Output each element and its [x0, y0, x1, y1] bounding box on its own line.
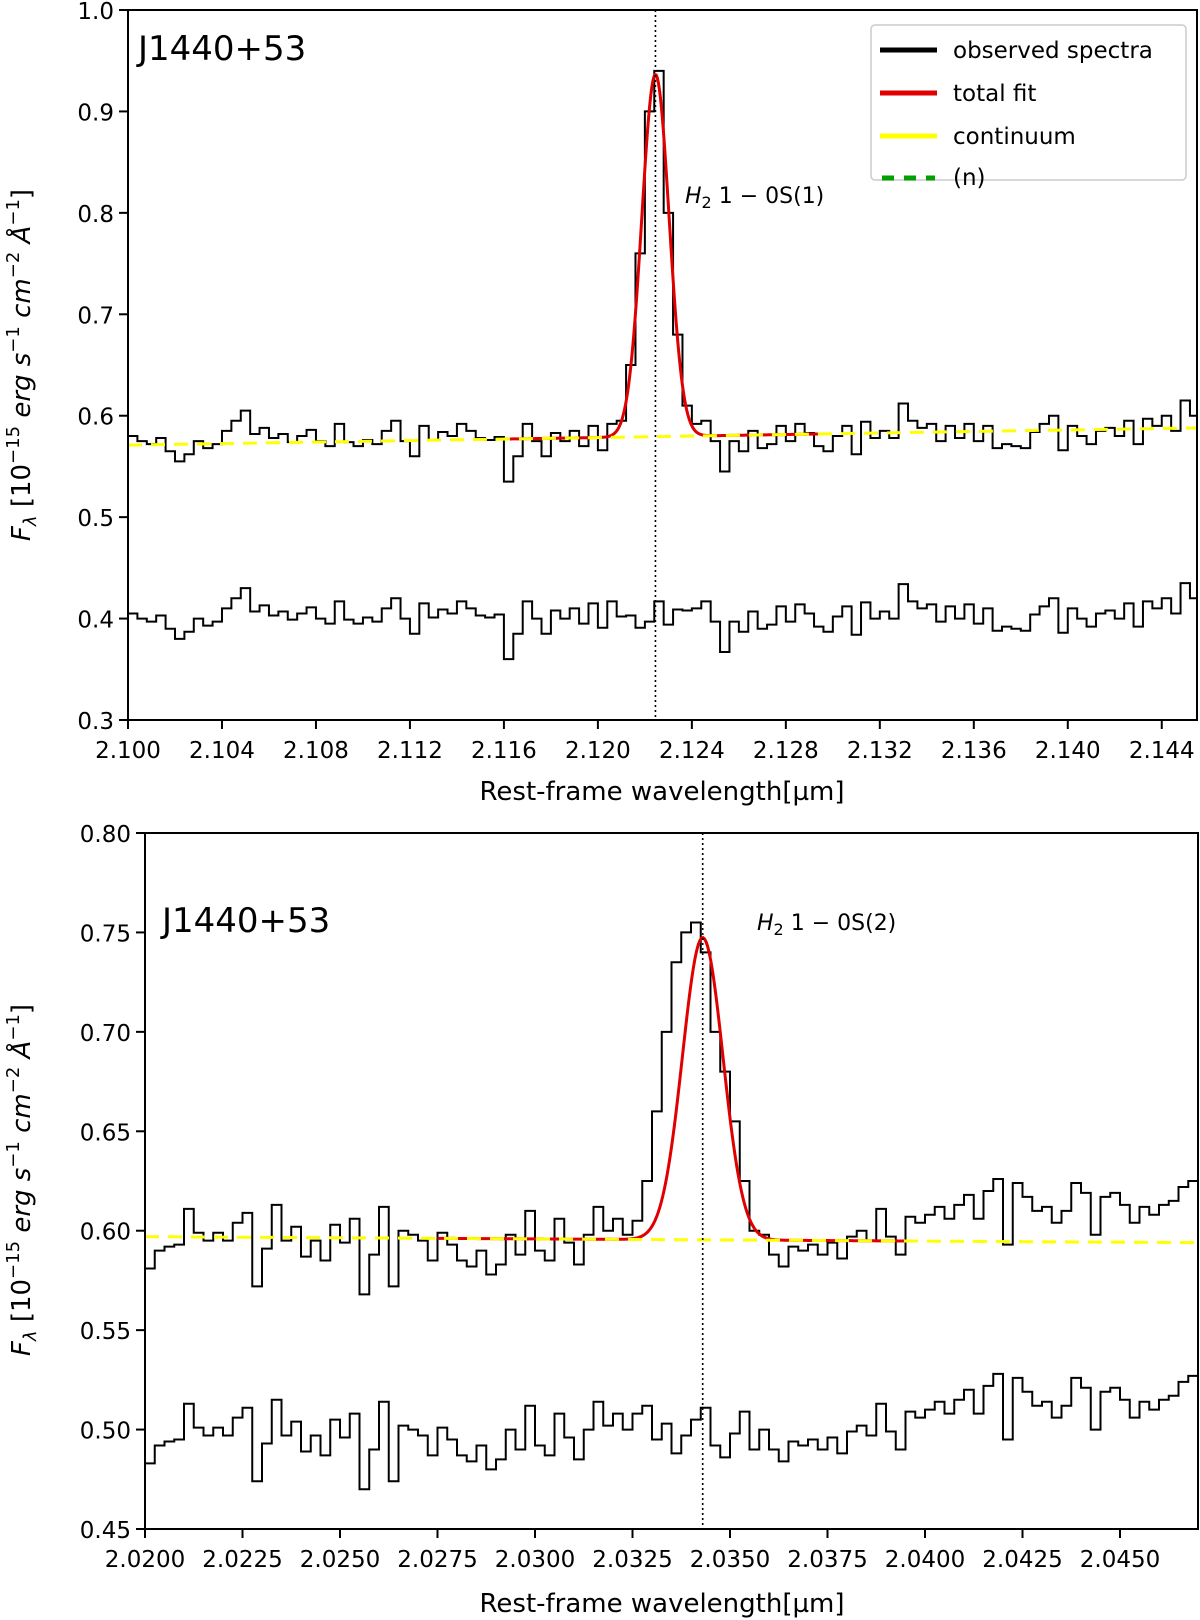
- y-tick-label: 0.3: [77, 709, 114, 735]
- y-axis-label-part: λ: [20, 1330, 41, 1342]
- annotation-species: H: [685, 184, 702, 209]
- x-tick-label: 2.144: [1129, 738, 1195, 764]
- x-tick-label: 2.0375: [787, 1547, 867, 1573]
- residual-spectrum: [145, 1372, 1198, 1491]
- y-axis-label-part: −15: [3, 426, 24, 464]
- annotation-species: H: [757, 911, 774, 936]
- y-tick-label: 0.7: [77, 303, 114, 329]
- y-tick-label: 0.70: [80, 1021, 131, 1047]
- legend-label-continuum: continuum: [953, 124, 1076, 150]
- y-axis-label-part: −1: [3, 199, 24, 226]
- plot-marks-bottom: 2.0200 2.0225 2.0250 2.0275 2.0300 2.0325 2.03…: [80, 822, 1199, 1573]
- axes-frame: [144, 832, 1199, 1530]
- y-tick-label: 0.45: [80, 1518, 131, 1544]
- x-tick-label: 2.0425: [982, 1547, 1062, 1573]
- y-axis-label-part: −1: [3, 1014, 24, 1041]
- y-axis-label-part: erg s: [7, 1168, 37, 1241]
- legend-label-observed: observed spectra: [953, 38, 1153, 64]
- line-annotation: H2 1 − 0S(2): [757, 911, 896, 939]
- y-axis-label-part: erg s: [7, 353, 37, 426]
- annotation-transition: 1 − 0S(1): [712, 184, 825, 209]
- y-tick-label: 0.6: [77, 405, 114, 431]
- y-tick-label: 0.65: [80, 1120, 131, 1146]
- y-tick-label: 0.75: [80, 921, 131, 947]
- x-tick-label: 2.0300: [495, 1547, 575, 1573]
- x-tick-label: 2.124: [659, 738, 725, 764]
- y-axis-label: Fλ [10−15 erg s−1 cm−2 Å−1]: [3, 189, 41, 541]
- legend-label-n: (n): [953, 165, 986, 191]
- y-axis-label-part: F: [7, 1340, 37, 1356]
- y-tick-label: 0.5: [77, 506, 114, 532]
- y-tick-label: 1.0: [77, 0, 114, 25]
- annotation-subscript: 2: [774, 920, 784, 939]
- x-tick-label: 2.0400: [885, 1547, 965, 1573]
- x-tick-label: 2.0200: [105, 1547, 185, 1573]
- legend-box: [870, 24, 1187, 181]
- y-axis-label-part: F: [7, 525, 37, 541]
- y-axis-label-part: ]: [7, 189, 37, 199]
- x-tick-label: 2.128: [753, 738, 819, 764]
- y-axis-label-part: −2: [3, 252, 24, 279]
- legend: observed spectra total fit continuum (n): [870, 24, 1187, 191]
- y-axis-label-part: cm: [7, 1093, 37, 1141]
- x-tick-label: 2.0350: [690, 1547, 770, 1573]
- y-tick-label: 0.55: [80, 1319, 131, 1345]
- y-axis-label-part: −15: [3, 1241, 24, 1279]
- y-axis-label-part: cm: [7, 278, 37, 326]
- x-tick-label: 2.140: [1035, 738, 1101, 764]
- x-tick-label: 2.136: [941, 738, 1007, 764]
- panel-title: J1440+53: [136, 29, 306, 69]
- y-axis-label-part: [10: [7, 464, 37, 516]
- x-tick-label: 2.120: [565, 738, 631, 764]
- y-axis-label: Fλ [10−15 erg s−1 cm−2 Å−1]: [3, 1004, 41, 1356]
- y-tick-label: 0.50: [80, 1419, 131, 1445]
- x-tick-label: 2.0250: [300, 1547, 380, 1573]
- y-axis-label-part: −1: [3, 1141, 24, 1168]
- y-axis-label-part: ]: [7, 1004, 37, 1014]
- x-tick-label: 2.108: [283, 738, 349, 764]
- y-tick-label: 0.4: [77, 608, 114, 634]
- y-axis-label-part: [10: [7, 1279, 37, 1331]
- plot-marks-top: 2.100 2.104 2.108 2.112 2.116 2.120 2.124 2.128…: [77, 0, 1198, 764]
- residual-spectrum: [128, 582, 1197, 661]
- annotation-transition: 1 − 0S(2): [784, 911, 897, 936]
- annotation-subscript: 2: [702, 193, 712, 212]
- x-tick-label: 2.116: [471, 738, 537, 764]
- continuum-line: [128, 426, 1197, 447]
- panel-title: J1440+53: [160, 901, 330, 941]
- y-axis-label-part: −1: [3, 326, 24, 353]
- x-axis-label: Rest-frame wavelength[µm]: [480, 777, 845, 807]
- observed-spectrum: [145, 921, 1198, 1296]
- panel-top: J1440+53 Rest-frame wavelength[µm] Fλ [1…: [3, 29, 845, 807]
- x-tick-label: 2.104: [189, 738, 255, 764]
- x-tick-label: 2.0225: [202, 1547, 282, 1573]
- panel-bottom: J1440+53 Rest-frame wavelength[µm] Fλ [1…: [3, 901, 845, 1619]
- x-tick-label: 2.0275: [397, 1547, 477, 1573]
- y-tick-label: 0.8: [77, 202, 114, 228]
- y-tick-label: 0.80: [80, 822, 131, 848]
- line-annotation: H2 1 − 0S(1): [685, 184, 824, 212]
- y-axis-label-part: Å: [5, 1041, 37, 1067]
- plot-area: [128, 10, 1197, 720]
- legend-label-total-fit: total fit: [953, 81, 1036, 107]
- y-axis-label-part: Å: [5, 226, 37, 252]
- total-fit-curve: [503, 72, 822, 441]
- x-tick-label: 2.0450: [1080, 1547, 1160, 1573]
- axes-frame: [127, 9, 1198, 721]
- y-tick-label: 0.9: [77, 100, 114, 126]
- x-tick-label: 2.112: [377, 738, 443, 764]
- plot-area: [145, 833, 1198, 1529]
- y-axis-label-part: −2: [3, 1067, 24, 1094]
- continuum-line: [145, 1235, 1198, 1245]
- x-tick-label: 2.0325: [592, 1547, 672, 1573]
- y-tick-label: 0.60: [80, 1220, 131, 1246]
- x-tick-label: 2.100: [95, 738, 161, 764]
- total-fit-curve: [437, 935, 918, 1243]
- x-tick-label: 2.132: [847, 738, 913, 764]
- x-axis-label: Rest-frame wavelength[µm]: [480, 1589, 845, 1619]
- y-axis-label-part: λ: [20, 515, 41, 527]
